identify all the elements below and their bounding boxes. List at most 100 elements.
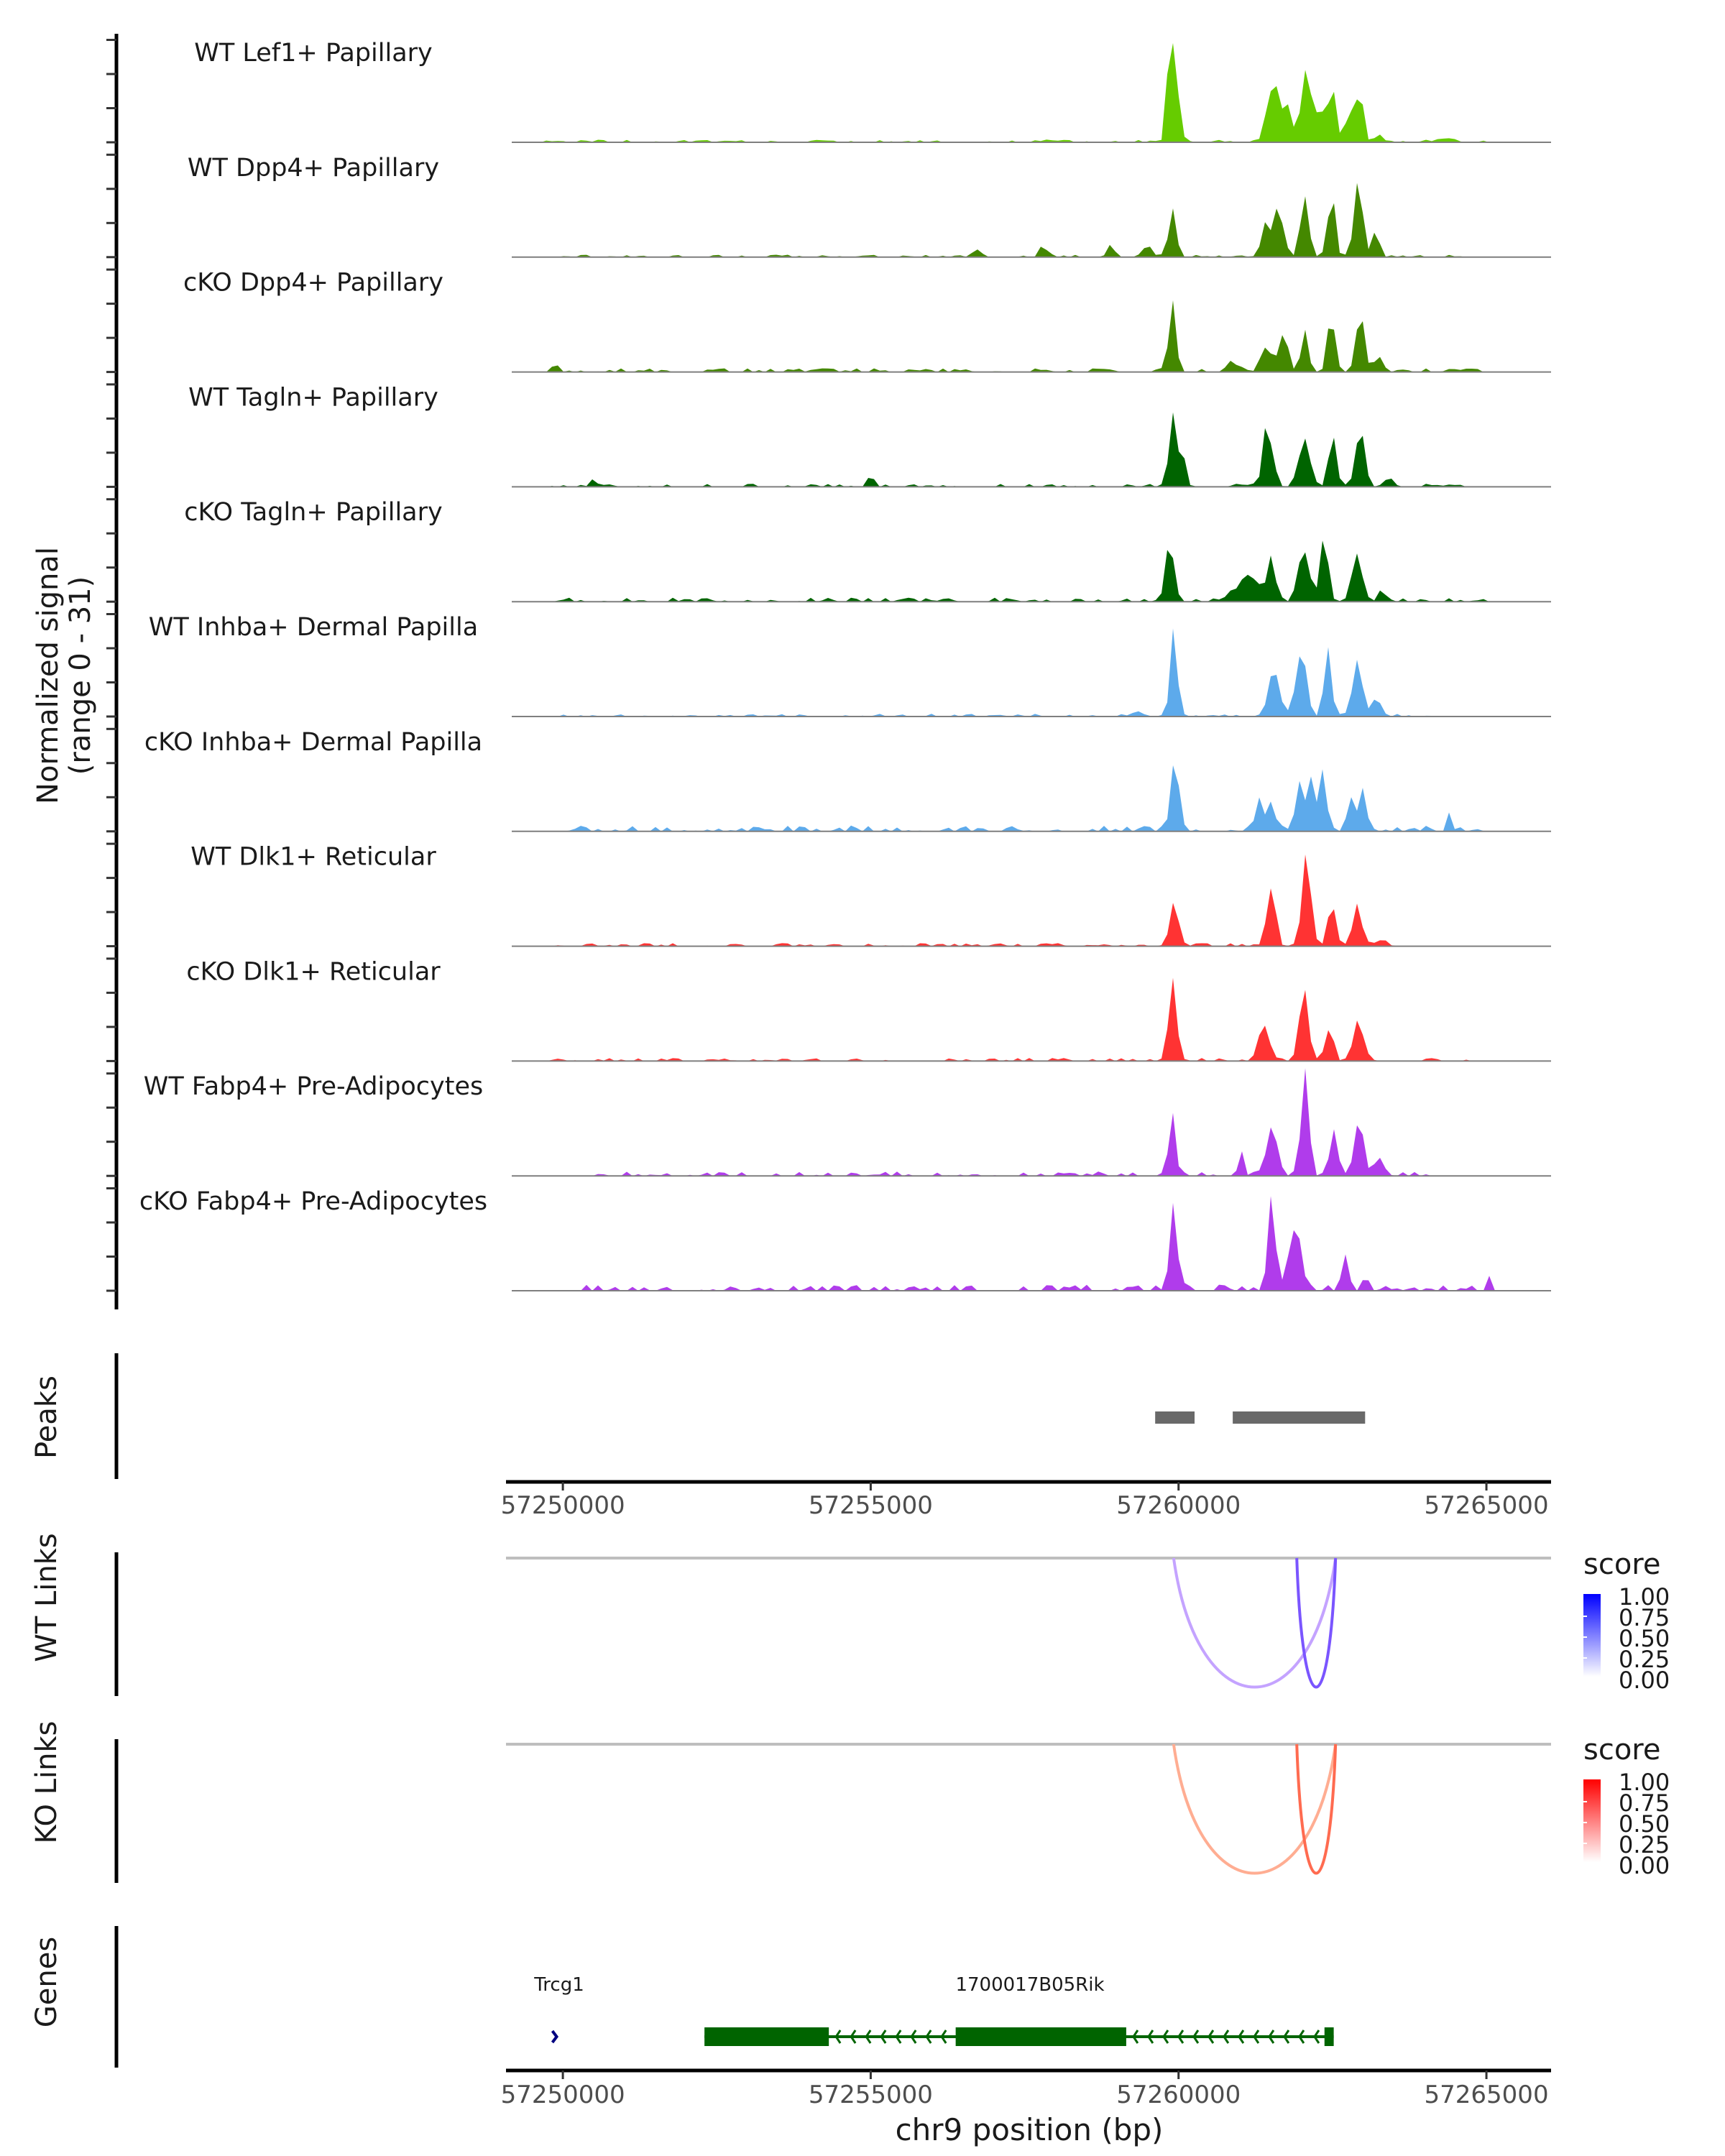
strand-arrow-icon bbox=[1253, 2030, 1260, 2044]
legend-tick-label: 0.00 bbox=[1619, 1852, 1670, 1879]
strand-arrow-icon bbox=[850, 2030, 857, 2044]
y-axis-ticks bbox=[106, 39, 116, 1292]
gene-name-label: 1700017B05Rik bbox=[955, 1974, 1104, 1996]
strand-arrow-icon bbox=[895, 2030, 902, 2044]
x-tick-label: 57260000 bbox=[1116, 1491, 1241, 1520]
strand-arrow-icon bbox=[1132, 2030, 1139, 2044]
strand-arrow-icon bbox=[1162, 2030, 1169, 2044]
track-label: WT Dlk1+ Reticular bbox=[190, 843, 436, 872]
strand-arrow-icon bbox=[910, 2030, 917, 2044]
coverage-track: cKO Inhba+ Dermal Papilla bbox=[144, 728, 1552, 832]
track-label: WT Lef1+ Papillary bbox=[194, 39, 433, 68]
strand-arrow-icon bbox=[1177, 2030, 1184, 2044]
x-tick-label: 57255000 bbox=[809, 1491, 933, 1520]
link-arc bbox=[1295, 1557, 1338, 1689]
legend-tick-label: 1.00 bbox=[1619, 1769, 1670, 1796]
coverage-track: cKO Dpp4+ Papillary bbox=[183, 269, 1552, 373]
strand-arrow-icon bbox=[1283, 2030, 1290, 2044]
legend-colorbar bbox=[1583, 1779, 1601, 1862]
legend-tick-label: 0.75 bbox=[1619, 1604, 1670, 1631]
coverage-tracks: WT Lef1+ Papillary WT Dpp4+ Papillary cKO … bbox=[139, 39, 1552, 1291]
strand-arrow-icon bbox=[1147, 2030, 1154, 2044]
ko-links-track-label: KO Links bbox=[30, 1721, 63, 1844]
gene-exon bbox=[1324, 2027, 1334, 2046]
strand-arrow-icon bbox=[1192, 2030, 1200, 2044]
strand-arrow-icon bbox=[865, 2030, 872, 2044]
track-label: cKO Fabp4+ Pre-Adipocytes bbox=[139, 1187, 487, 1216]
signal-area bbox=[512, 977, 1552, 1061]
x-tick-label: 57265000 bbox=[1425, 1491, 1549, 1520]
track-label: WT Inhba+ Dermal Papilla bbox=[149, 613, 478, 642]
y-axis-label-line2: (range 0 - 31) bbox=[64, 576, 97, 775]
signal-area bbox=[512, 412, 1552, 487]
signal-area bbox=[512, 628, 1552, 717]
wt-links-track-label: WT Links bbox=[30, 1533, 63, 1662]
x-axis-ticks-top: 57250000 57255000 57260000 57265000 bbox=[501, 1482, 1549, 1520]
coverage-track: WT Tagln+ Papillary bbox=[188, 383, 1552, 488]
gene: Trcg1 bbox=[533, 1974, 584, 2044]
track-label: cKO Dpp4+ Papillary bbox=[183, 269, 443, 298]
coverage-track: WT Fabp4+ Pre-Adipocytes bbox=[144, 1068, 1552, 1177]
track-label: WT Dpp4+ Papillary bbox=[188, 154, 439, 183]
genes-track-label: Genes bbox=[30, 1937, 63, 2027]
strand-arrow-icon bbox=[940, 2030, 947, 2044]
legend-title: score bbox=[1583, 1733, 1660, 1766]
legend-tick-label: 0.25 bbox=[1619, 1831, 1670, 1858]
legend-title: score bbox=[1583, 1548, 1660, 1581]
legend-tick-label: 0.00 bbox=[1619, 1667, 1670, 1694]
score-legends: score1.000.750.500.250.00score1.000.750.… bbox=[1583, 1548, 1670, 1879]
links-tracks bbox=[506, 1557, 1551, 1875]
strand-arrow-icon bbox=[1238, 2030, 1245, 2044]
coverage-track: WT Dpp4+ Papillary bbox=[188, 154, 1552, 258]
x-tick-label: 57265000 bbox=[1425, 2081, 1549, 2109]
gene: 1700017B05Rik bbox=[704, 1974, 1334, 2046]
signal-area bbox=[512, 1196, 1552, 1291]
strand-arrow-icon bbox=[551, 2030, 559, 2044]
link-arc bbox=[1172, 1743, 1338, 1875]
coverage-track: cKO Fabp4+ Pre-Adipocytes bbox=[139, 1187, 1552, 1291]
strand-arrow-icon bbox=[1313, 2030, 1320, 2044]
x-tick-label: 57250000 bbox=[501, 2081, 625, 2109]
coverage-track: WT Lef1+ Papillary bbox=[194, 39, 1552, 143]
y-axis-label-line1: Normalized signal bbox=[32, 547, 65, 804]
peaks-track-label: Peaks bbox=[30, 1376, 63, 1459]
x-tick-label: 57255000 bbox=[809, 2081, 933, 2109]
coverage-track: WT Dlk1+ Reticular bbox=[190, 843, 1552, 947]
gene-name-label: Trcg1 bbox=[533, 1974, 584, 1996]
track-label: WT Fabp4+ Pre-Adipocytes bbox=[144, 1072, 483, 1101]
coverage-track: cKO Dlk1+ Reticular bbox=[186, 957, 1552, 1062]
strand-arrow-icon bbox=[834, 2030, 842, 2044]
peak-region bbox=[1233, 1411, 1366, 1424]
track-label: cKO Dlk1+ Reticular bbox=[186, 957, 441, 986]
signal-area bbox=[512, 854, 1552, 946]
track-label: cKO Inhba+ Dermal Papilla bbox=[144, 728, 482, 757]
y-axis-label: Normalized signal (range 0 - 31) bbox=[32, 547, 97, 804]
x-tick-label: 57250000 bbox=[501, 1491, 625, 1520]
legend-tick-label: 0.25 bbox=[1619, 1646, 1670, 1673]
gene-exon bbox=[955, 2027, 1126, 2046]
track-label: cKO Tagln+ Papillary bbox=[184, 498, 443, 527]
x-axis-label: chr9 position (bp) bbox=[896, 2112, 1164, 2147]
strand-arrow-icon bbox=[1268, 2030, 1275, 2044]
signal-area bbox=[512, 1068, 1552, 1176]
legend-tick-label: 1.00 bbox=[1619, 1583, 1670, 1611]
gene-exon bbox=[704, 2027, 829, 2046]
link-arc bbox=[1295, 1743, 1338, 1875]
link-arc bbox=[1172, 1557, 1338, 1689]
legend-tick-label: 0.75 bbox=[1619, 1789, 1670, 1817]
strand-arrow-icon bbox=[1223, 2030, 1230, 2044]
legend-colorbar bbox=[1583, 1594, 1601, 1677]
legend-tick-label: 0.50 bbox=[1619, 1625, 1670, 1652]
genes-track: Trcg1 1700017B05Rik bbox=[533, 1974, 1334, 2046]
strand-arrow-icon bbox=[880, 2030, 887, 2044]
wt-links-track bbox=[506, 1557, 1551, 1689]
signal-area bbox=[512, 42, 1552, 143]
strand-arrow-icon bbox=[1208, 2030, 1215, 2044]
track-label: WT Tagln+ Papillary bbox=[188, 383, 438, 412]
peaks-track bbox=[1155, 1411, 1366, 1424]
signal-area bbox=[512, 300, 1552, 372]
legend-tick-label: 0.50 bbox=[1619, 1810, 1670, 1838]
coverage-track: WT Inhba+ Dermal Papilla bbox=[149, 613, 1552, 717]
